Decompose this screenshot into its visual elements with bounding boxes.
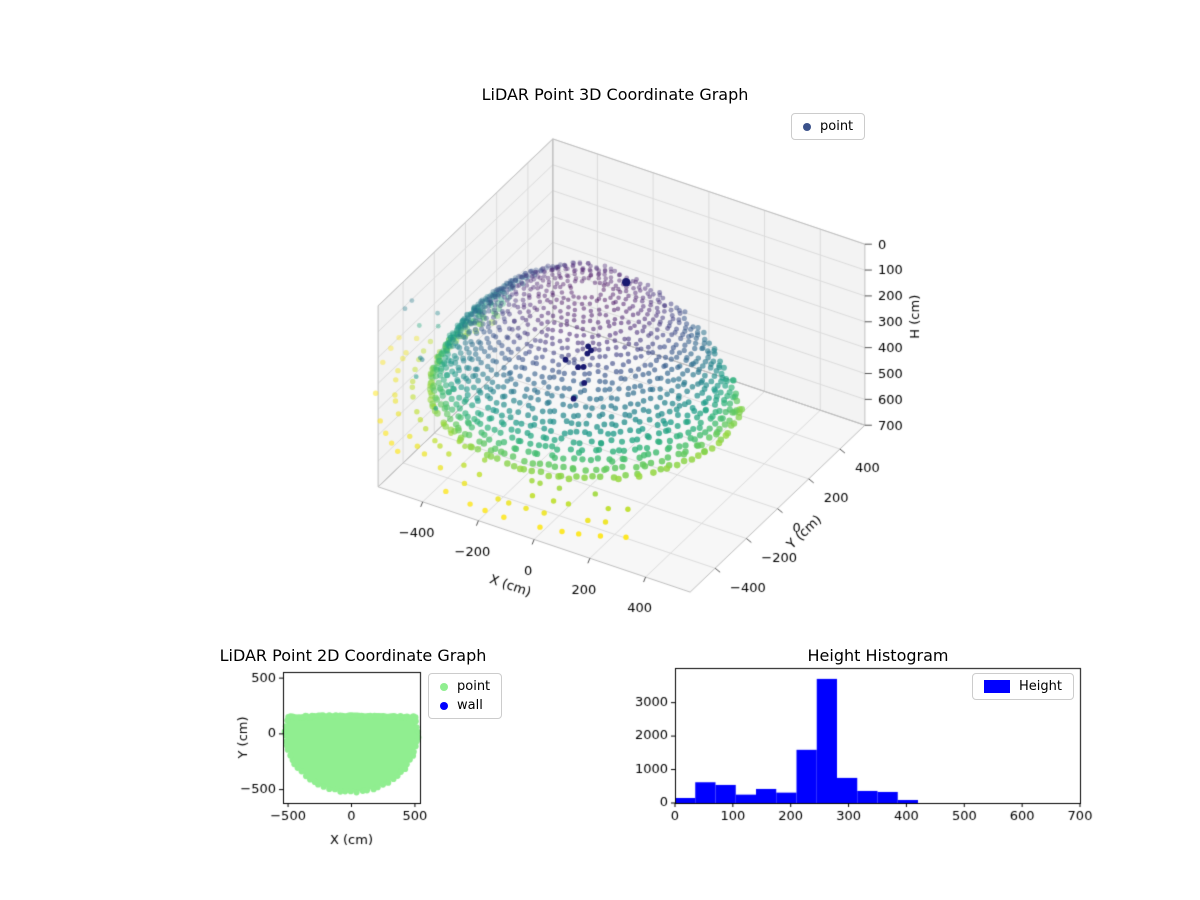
point-marker-icon (440, 682, 448, 691)
legend-item-point: point (803, 119, 853, 134)
plot3d-title: LiDAR Point 3D Coordinate Graph (481, 85, 749, 104)
wall-marker-icon (440, 701, 448, 710)
plot2d-title: LiDAR Point 2D Coordinate Graph (219, 646, 487, 665)
legend-label-point: point (820, 119, 854, 134)
plot2d-legend: point wall (428, 673, 503, 719)
height-patch-icon (984, 680, 1010, 693)
legend-label-wall: wall (457, 698, 483, 713)
legend-label-height: Height (1019, 679, 1062, 694)
legend-item-height: Height (984, 679, 1062, 694)
legend-item-point: point (440, 679, 490, 694)
histogram-legend: Height (972, 673, 1074, 700)
legend-label-point: point (457, 679, 491, 694)
plot3d-legend: point (791, 113, 866, 140)
histogram-title: Height Histogram (807, 646, 949, 665)
legend-item-wall: wall (440, 698, 490, 713)
point-marker-icon (803, 122, 811, 131)
